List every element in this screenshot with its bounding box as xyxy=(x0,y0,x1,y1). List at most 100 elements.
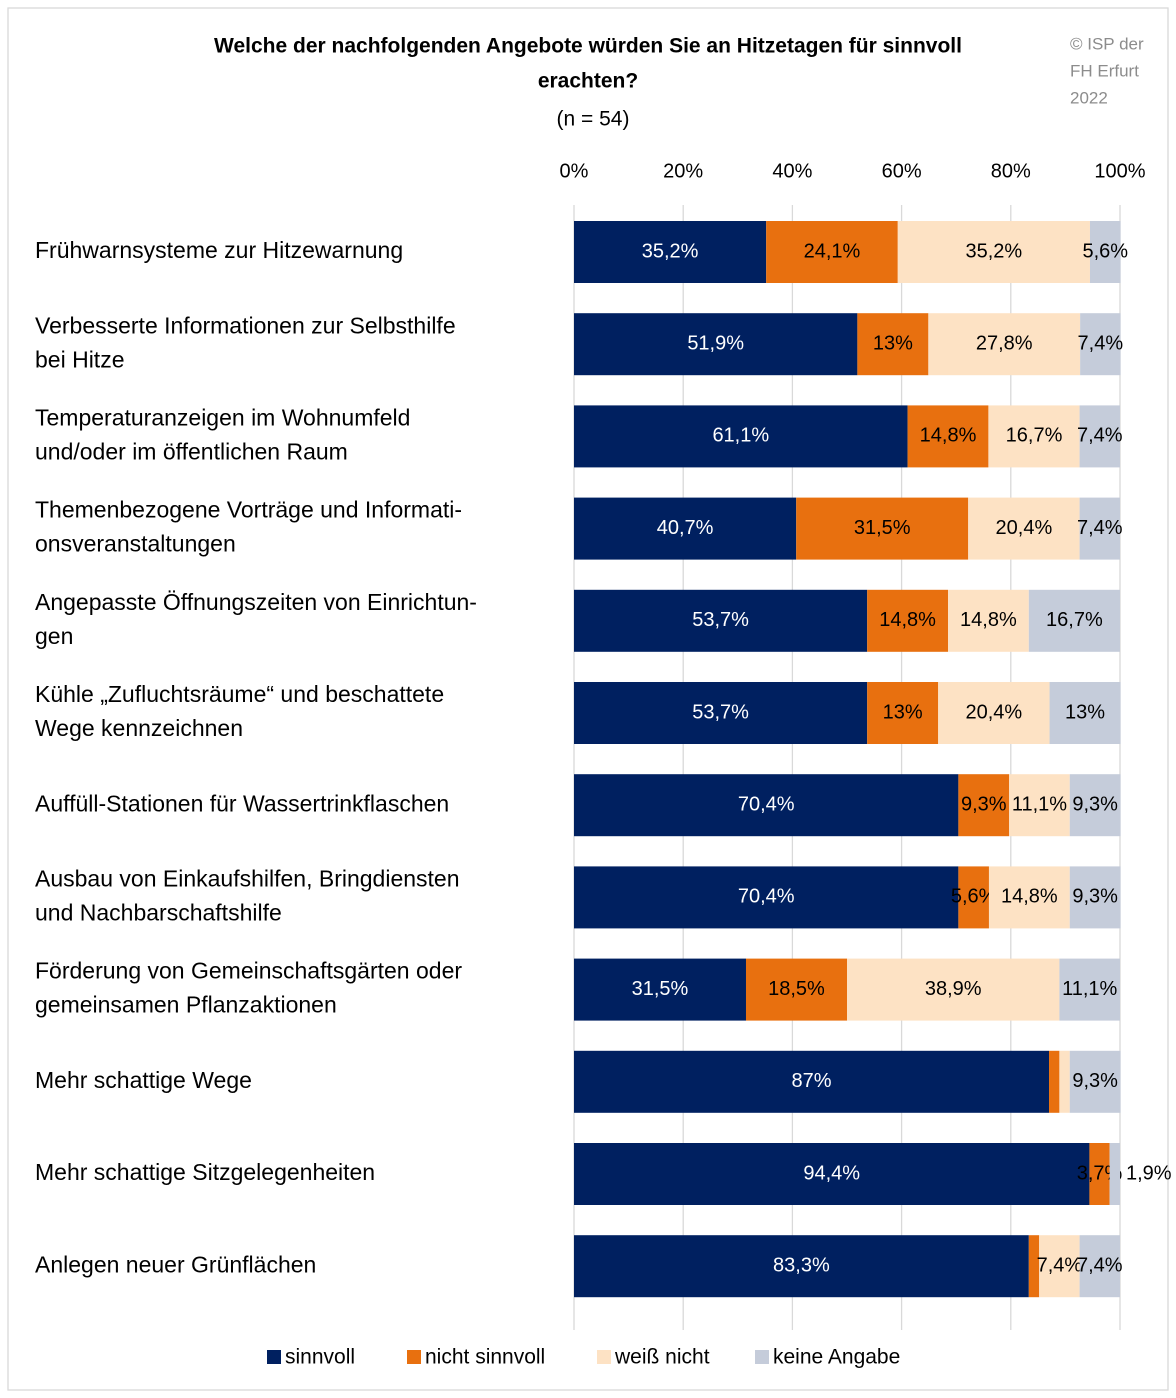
bar-segment xyxy=(938,682,1050,744)
value-label: 7,4% xyxy=(1077,425,1123,447)
bar-segment xyxy=(1079,1235,1120,1298)
bar-segment xyxy=(968,497,1080,560)
bar-segment xyxy=(1069,1050,1121,1113)
bar-segment xyxy=(988,866,1070,929)
value-label: 11,1% xyxy=(1012,793,1067,815)
bar-segment xyxy=(574,958,746,1021)
bar-segment xyxy=(1028,589,1120,652)
bar-segment xyxy=(1069,774,1121,837)
category-label: gen xyxy=(35,623,73,649)
category-label: Anlegen neuer Grünflächen xyxy=(35,1251,316,1277)
value-label: 7,4% xyxy=(1037,1254,1083,1276)
bar-segment xyxy=(907,405,989,468)
value-label: 87% xyxy=(791,1070,831,1092)
bar-segment xyxy=(1089,221,1121,283)
chart-title: Welche der nachfolgenden Angebote würden… xyxy=(214,35,962,58)
value-label: 70,4% xyxy=(738,793,795,815)
category-label: bei Hitze xyxy=(35,346,124,372)
value-label: 35,2% xyxy=(966,240,1023,262)
value-label: 11,1% xyxy=(1062,978,1117,1000)
value-label: 20,4% xyxy=(966,701,1023,723)
value-label: 14,8% xyxy=(920,425,977,447)
legend-label: nicht sinnvoll xyxy=(425,1346,545,1369)
value-label: 9,3% xyxy=(1072,886,1118,908)
bar-segment xyxy=(574,1143,1090,1205)
bar-segment xyxy=(867,589,949,652)
bar-segment xyxy=(1028,1235,1040,1298)
bar-segment xyxy=(1109,1143,1120,1205)
x-tick-label: 40% xyxy=(772,160,812,182)
x-tick-label: 80% xyxy=(991,160,1031,182)
category-label: Temperaturanzeigen im Wohnumfeld xyxy=(35,404,410,430)
value-label: 94,4% xyxy=(803,1162,860,1184)
x-tick-label: 0% xyxy=(560,160,589,182)
bar-segment xyxy=(574,774,959,837)
value-label: 35,2% xyxy=(642,240,699,262)
value-label: 20,4% xyxy=(996,517,1053,539)
category-label: Frühwarnsysteme zur Hitzewarnung xyxy=(35,237,403,263)
bar-segment xyxy=(574,497,797,560)
value-label: 51,9% xyxy=(687,332,744,354)
value-label: 14,8% xyxy=(1001,886,1058,908)
bar-segment xyxy=(1049,1050,1060,1113)
copyright-note: FH Erfurt xyxy=(1070,61,1139,80)
bar-segment xyxy=(988,405,1080,468)
value-label: 24,1% xyxy=(804,240,861,262)
value-label: 9,3% xyxy=(1072,1070,1118,1092)
value-label: 13% xyxy=(1065,701,1105,723)
value-label: 9,3% xyxy=(1072,793,1118,815)
legend-label: keine Angabe xyxy=(773,1346,900,1369)
category-label: Verbesserte Informationen zur Selbsthilf… xyxy=(35,312,456,338)
value-label: 83,3% xyxy=(773,1254,830,1276)
value-label: 18,5% xyxy=(768,978,825,1000)
bar-segment xyxy=(1009,774,1070,837)
bar-segment xyxy=(766,221,898,283)
bar-segment xyxy=(574,589,868,652)
bar-segment xyxy=(948,589,1029,652)
value-label: 7,4% xyxy=(1077,517,1123,539)
value-label: 5,6% xyxy=(1082,240,1128,262)
bar-segment xyxy=(574,866,959,929)
bar-segment xyxy=(1069,866,1121,929)
value-label: 31,5% xyxy=(632,978,689,1000)
x-tick-label: 60% xyxy=(882,160,922,182)
bar-segment xyxy=(867,682,939,744)
bar-segment xyxy=(574,405,908,468)
category-label: Mehr schattige Sitzgelegenheiten xyxy=(35,1159,375,1185)
category-label: Ausbau von Einkaufshilfen, Bringdiensten xyxy=(35,865,460,891)
category-label: Kühle „Zufluchtsräume“ und beschattete xyxy=(35,681,444,707)
category-label: onsveranstaltungen xyxy=(35,531,236,557)
category-label: gemeinsamen Pflanzaktionen xyxy=(35,992,337,1018)
bar-segment xyxy=(958,774,1010,837)
legend-label: sinnvoll xyxy=(285,1346,355,1369)
legend-swatch xyxy=(407,1350,421,1364)
value-label: 53,7% xyxy=(692,609,749,631)
legend-swatch xyxy=(755,1350,769,1364)
legend-swatch xyxy=(267,1350,281,1364)
category-label: Themenbezogene Vorträge und Informati- xyxy=(35,497,462,523)
bar-segment xyxy=(897,221,1090,283)
bar-segment xyxy=(1039,1235,1080,1298)
bar-segment xyxy=(928,313,1081,376)
category-label: Angepasste Öffnungszeiten von Einrichtun… xyxy=(35,589,477,615)
bar-segment xyxy=(1059,1050,1070,1113)
x-tick-label: 100% xyxy=(1094,160,1145,182)
value-label: 7,4% xyxy=(1077,1254,1123,1276)
value-label: 5,6% xyxy=(951,886,997,908)
value-label: 9,3% xyxy=(961,793,1007,815)
value-label: 38,9% xyxy=(925,978,982,1000)
category-label: Mehr schattige Wege xyxy=(35,1067,252,1093)
value-label: 13% xyxy=(883,701,923,723)
copyright-note: 2022 xyxy=(1070,88,1108,107)
value-label: 14,8% xyxy=(879,609,936,631)
x-tick-label: 20% xyxy=(663,160,703,182)
bar-segment xyxy=(574,313,858,376)
value-label: 16,7% xyxy=(1046,609,1103,631)
bar-segment xyxy=(1089,1143,1110,1205)
value-label: 40,7% xyxy=(657,517,714,539)
value-label: 1,9% xyxy=(1126,1162,1172,1184)
bar-segment xyxy=(1049,682,1121,744)
bar-segment xyxy=(1079,497,1120,560)
bar-segment xyxy=(1059,958,1120,1021)
